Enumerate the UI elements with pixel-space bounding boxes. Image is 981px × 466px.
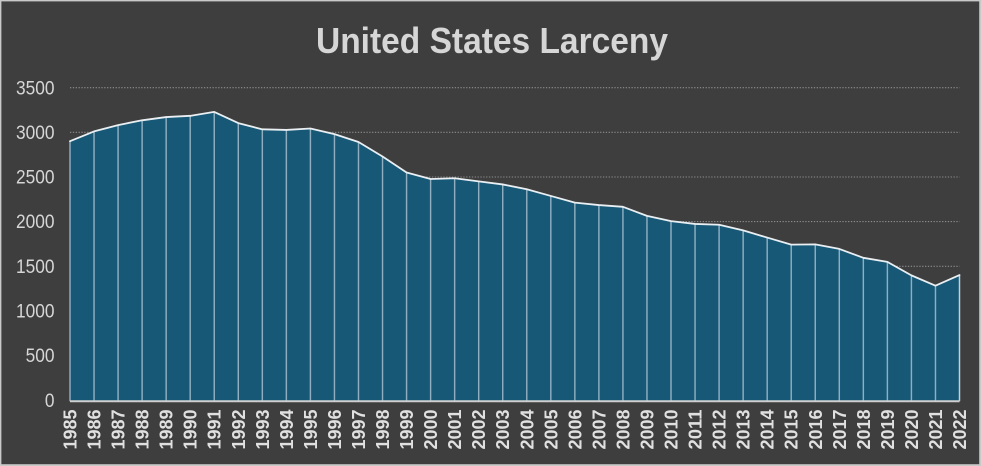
svg-text:2016: 2016 [805,410,826,450]
svg-text:2010: 2010 [661,410,682,450]
svg-text:2000: 2000 [16,212,55,233]
svg-text:1989: 1989 [156,410,177,450]
svg-text:1992: 1992 [228,410,249,450]
svg-text:500: 500 [26,346,55,367]
svg-text:2012: 2012 [709,410,730,450]
svg-text:1994: 1994 [276,409,297,450]
svg-text:2018: 2018 [853,410,874,450]
svg-text:2002: 2002 [468,410,489,450]
svg-text:2020: 2020 [901,410,922,450]
svg-text:2009: 2009 [636,410,657,450]
svg-text:1988: 1988 [132,410,153,450]
svg-text:3500: 3500 [16,78,55,99]
svg-text:2022: 2022 [949,410,970,450]
svg-text:2013: 2013 [733,410,754,450]
svg-text:0: 0 [45,391,55,412]
svg-text:1993: 1993 [252,410,273,450]
svg-text:3000: 3000 [16,123,55,144]
svg-text:1000: 1000 [16,302,55,323]
svg-text:1998: 1998 [372,410,393,450]
svg-text:2006: 2006 [564,410,585,450]
svg-text:2005: 2005 [540,410,561,450]
svg-text:2015: 2015 [781,410,802,450]
svg-text:1997: 1997 [348,410,369,450]
svg-text:1995: 1995 [300,410,321,450]
svg-text:2001: 2001 [444,410,465,450]
svg-text:1986: 1986 [84,410,105,450]
svg-text:2008: 2008 [612,410,633,450]
svg-text:1991: 1991 [204,410,225,450]
svg-text:1990: 1990 [180,410,201,450]
svg-text:2004: 2004 [516,409,537,450]
svg-text:2019: 2019 [877,410,898,450]
svg-text:2007: 2007 [588,410,609,450]
svg-text:2021: 2021 [925,410,946,450]
svg-text:1500: 1500 [16,257,55,278]
svg-text:1985: 1985 [60,410,81,450]
svg-text:United States Larceny: United States Larceny [316,20,668,61]
svg-text:1987: 1987 [108,410,129,450]
svg-text:2000: 2000 [420,410,441,450]
svg-text:1999: 1999 [396,410,417,450]
svg-text:2014: 2014 [757,409,778,450]
svg-text:2500: 2500 [16,168,55,189]
svg-text:1996: 1996 [324,410,345,450]
svg-text:2017: 2017 [829,410,850,450]
svg-text:2003: 2003 [492,410,513,450]
svg-text:2011: 2011 [685,410,706,450]
